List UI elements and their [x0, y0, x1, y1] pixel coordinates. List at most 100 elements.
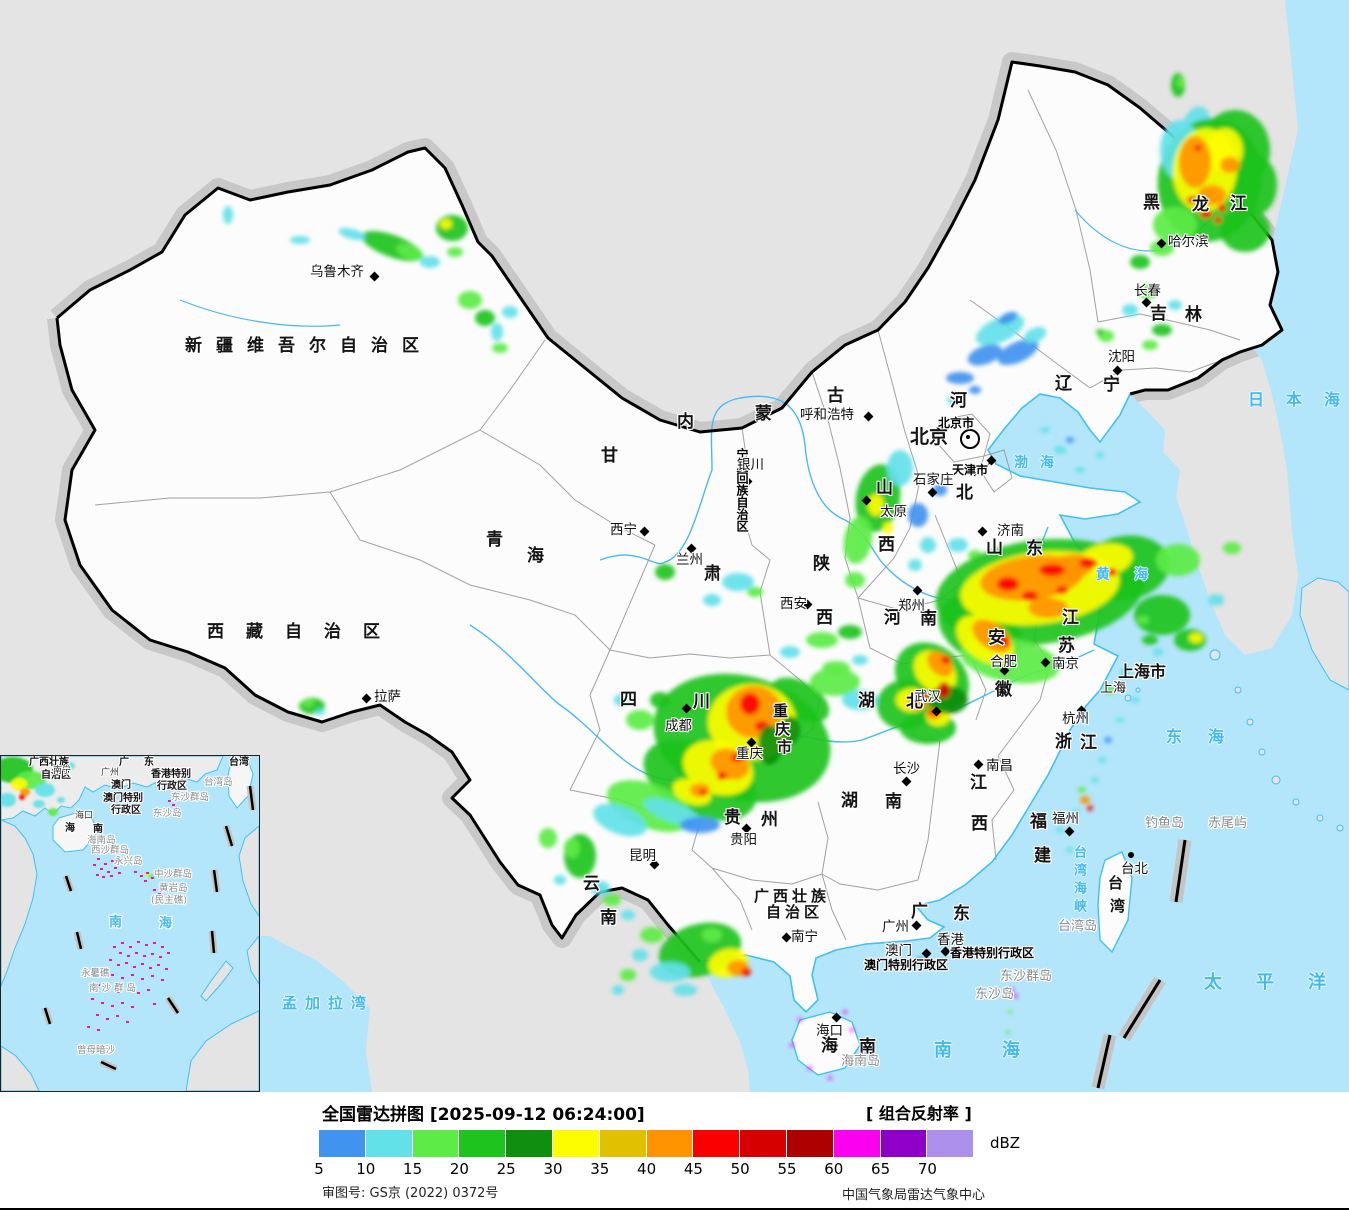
reef-marker [107, 988, 110, 990]
colorbar-cell [319, 1130, 365, 1157]
inset-label: 海 [159, 916, 179, 931]
map-label: 庆 [775, 720, 791, 738]
map-label: 海南岛 [841, 1054, 881, 1069]
colorbar-tick: 65 [871, 1160, 891, 1178]
map-approval-number: 审图号: GS京 (2022) 0372号 [322, 1186, 499, 1201]
colorbar-cell [599, 1130, 646, 1157]
reef-marker [118, 872, 121, 874]
reef-marker [144, 880, 147, 882]
map-label: 安 [988, 628, 1005, 648]
reef-marker [161, 979, 164, 981]
city-label: 兰州 [676, 552, 703, 568]
reef-marker [121, 1002, 124, 1004]
reef-marker [96, 1014, 99, 1016]
reef-marker [151, 953, 154, 955]
foreign-landmass [0, 0, 1298, 1092]
reef-marker [141, 963, 144, 965]
nine-dash-line [41, 785, 257, 1073]
inset-hainan [52, 811, 96, 853]
colorbar-tick: 20 [449, 1160, 469, 1178]
map-label: 北 [906, 692, 923, 712]
map-label: 古 [827, 386, 844, 406]
city-label: 重庆 [736, 746, 763, 762]
inset-palawan [200, 960, 234, 1002]
inset-label: 广州 [101, 768, 120, 778]
reef-marker [134, 871, 137, 873]
reef-marker [114, 867, 117, 869]
map-label: 南 [600, 908, 617, 928]
colorbar-cell [459, 1130, 506, 1157]
map-label: 北京 [910, 426, 949, 448]
map-label: 江 [1062, 608, 1079, 628]
map-label: 苏 [1058, 636, 1075, 656]
inset-label: 南 [109, 915, 129, 930]
radar-echoes [223, 73, 1277, 1080]
map-label: 浙 [1055, 732, 1072, 752]
product-name: [ 组合反射率 ] [866, 1104, 972, 1123]
map-label: 南海 [934, 1040, 1070, 1061]
reef-marker [116, 1015, 119, 1017]
reef-marker [96, 874, 99, 876]
map-label: 青 [486, 530, 503, 550]
unit-label: dBZ [990, 1134, 1021, 1152]
agency-name: 中国气象局雷达气象中心 [841, 1188, 985, 1203]
city-label: 长沙 [893, 761, 920, 777]
china-territory [57, 62, 1282, 1012]
colorbar-tick: 55 [777, 1160, 797, 1178]
colorbar-tick: 40 [637, 1160, 657, 1178]
map-label: 南 [920, 609, 937, 629]
reef-marker [153, 889, 156, 891]
reef-marker [147, 989, 150, 991]
city-label: 长春 [1134, 283, 1161, 299]
reef-marker [106, 1018, 109, 1020]
inset-label: 广西壮族 [29, 757, 69, 768]
map-label: 西 [816, 608, 833, 628]
inset-taiwan [227, 757, 254, 809]
inset-label: 海口 [75, 811, 94, 821]
inset-label: 行政区 [157, 781, 187, 792]
map-label: 肃 [704, 564, 721, 584]
inset-label: 台湾岛 [204, 777, 233, 788]
reef-marker [133, 966, 136, 968]
reef-marker [101, 970, 104, 972]
inset-label: 行政区 [111, 805, 141, 816]
reef-marker [131, 1006, 134, 1008]
colorbar-tick: 15 [403, 1160, 423, 1178]
map-label: 东沙群岛 [1000, 969, 1053, 984]
map-label: 四 [620, 690, 637, 710]
inset-label: 海 [65, 823, 75, 834]
city-label: 成都 [665, 718, 692, 734]
city-label: 石家庄 [913, 472, 954, 488]
map-label: 香港特别行政区 [950, 946, 1035, 960]
south-china-sea-inset[interactable]: 广西壮族 自治区 南宁广东广州 香港特别 行政区 澳门 澳门特别 行政区 台湾 台湾岛 东沙群岛 东沙… [0, 755, 260, 1092]
reef-marker [111, 860, 114, 862]
map-label: 河 [950, 391, 967, 411]
city-label: 拉萨 [374, 689, 401, 705]
map-label: 新疆维吾尔自治区 [185, 336, 433, 356]
reef-marker [93, 864, 96, 866]
reef-marker [151, 877, 154, 879]
city-label: 哈尔滨 [1168, 234, 1209, 250]
map-label: 甘 [601, 446, 618, 466]
reef-marker [109, 959, 112, 961]
map-label: 云 [583, 874, 600, 894]
map-label: 内 [677, 412, 694, 432]
kyushu-island [1299, 577, 1349, 691]
reef-marker [101, 1002, 104, 1004]
map-label: 自治区 [766, 903, 824, 921]
city-label: 武汉 [914, 689, 941, 705]
city-label: 沈阳 [1108, 349, 1135, 365]
ryukyu-islands [1124, 649, 1344, 832]
reef-marker [97, 1029, 100, 1031]
colorbar-tick: 30 [543, 1160, 563, 1178]
map-label: 日本海 [1248, 390, 1340, 409]
map-label: 渤海 [1014, 455, 1066, 471]
reef-marker [137, 992, 140, 994]
map-label: 北 [956, 483, 973, 503]
reef-marker [135, 952, 138, 954]
inset-label: 海南岛 [87, 835, 116, 846]
inset-luzon [238, 825, 259, 917]
inset-borneo [185, 1010, 259, 1091]
map-label: 澳门特别行政区 [864, 958, 949, 972]
inset-label: 东沙群岛 [171, 792, 210, 803]
